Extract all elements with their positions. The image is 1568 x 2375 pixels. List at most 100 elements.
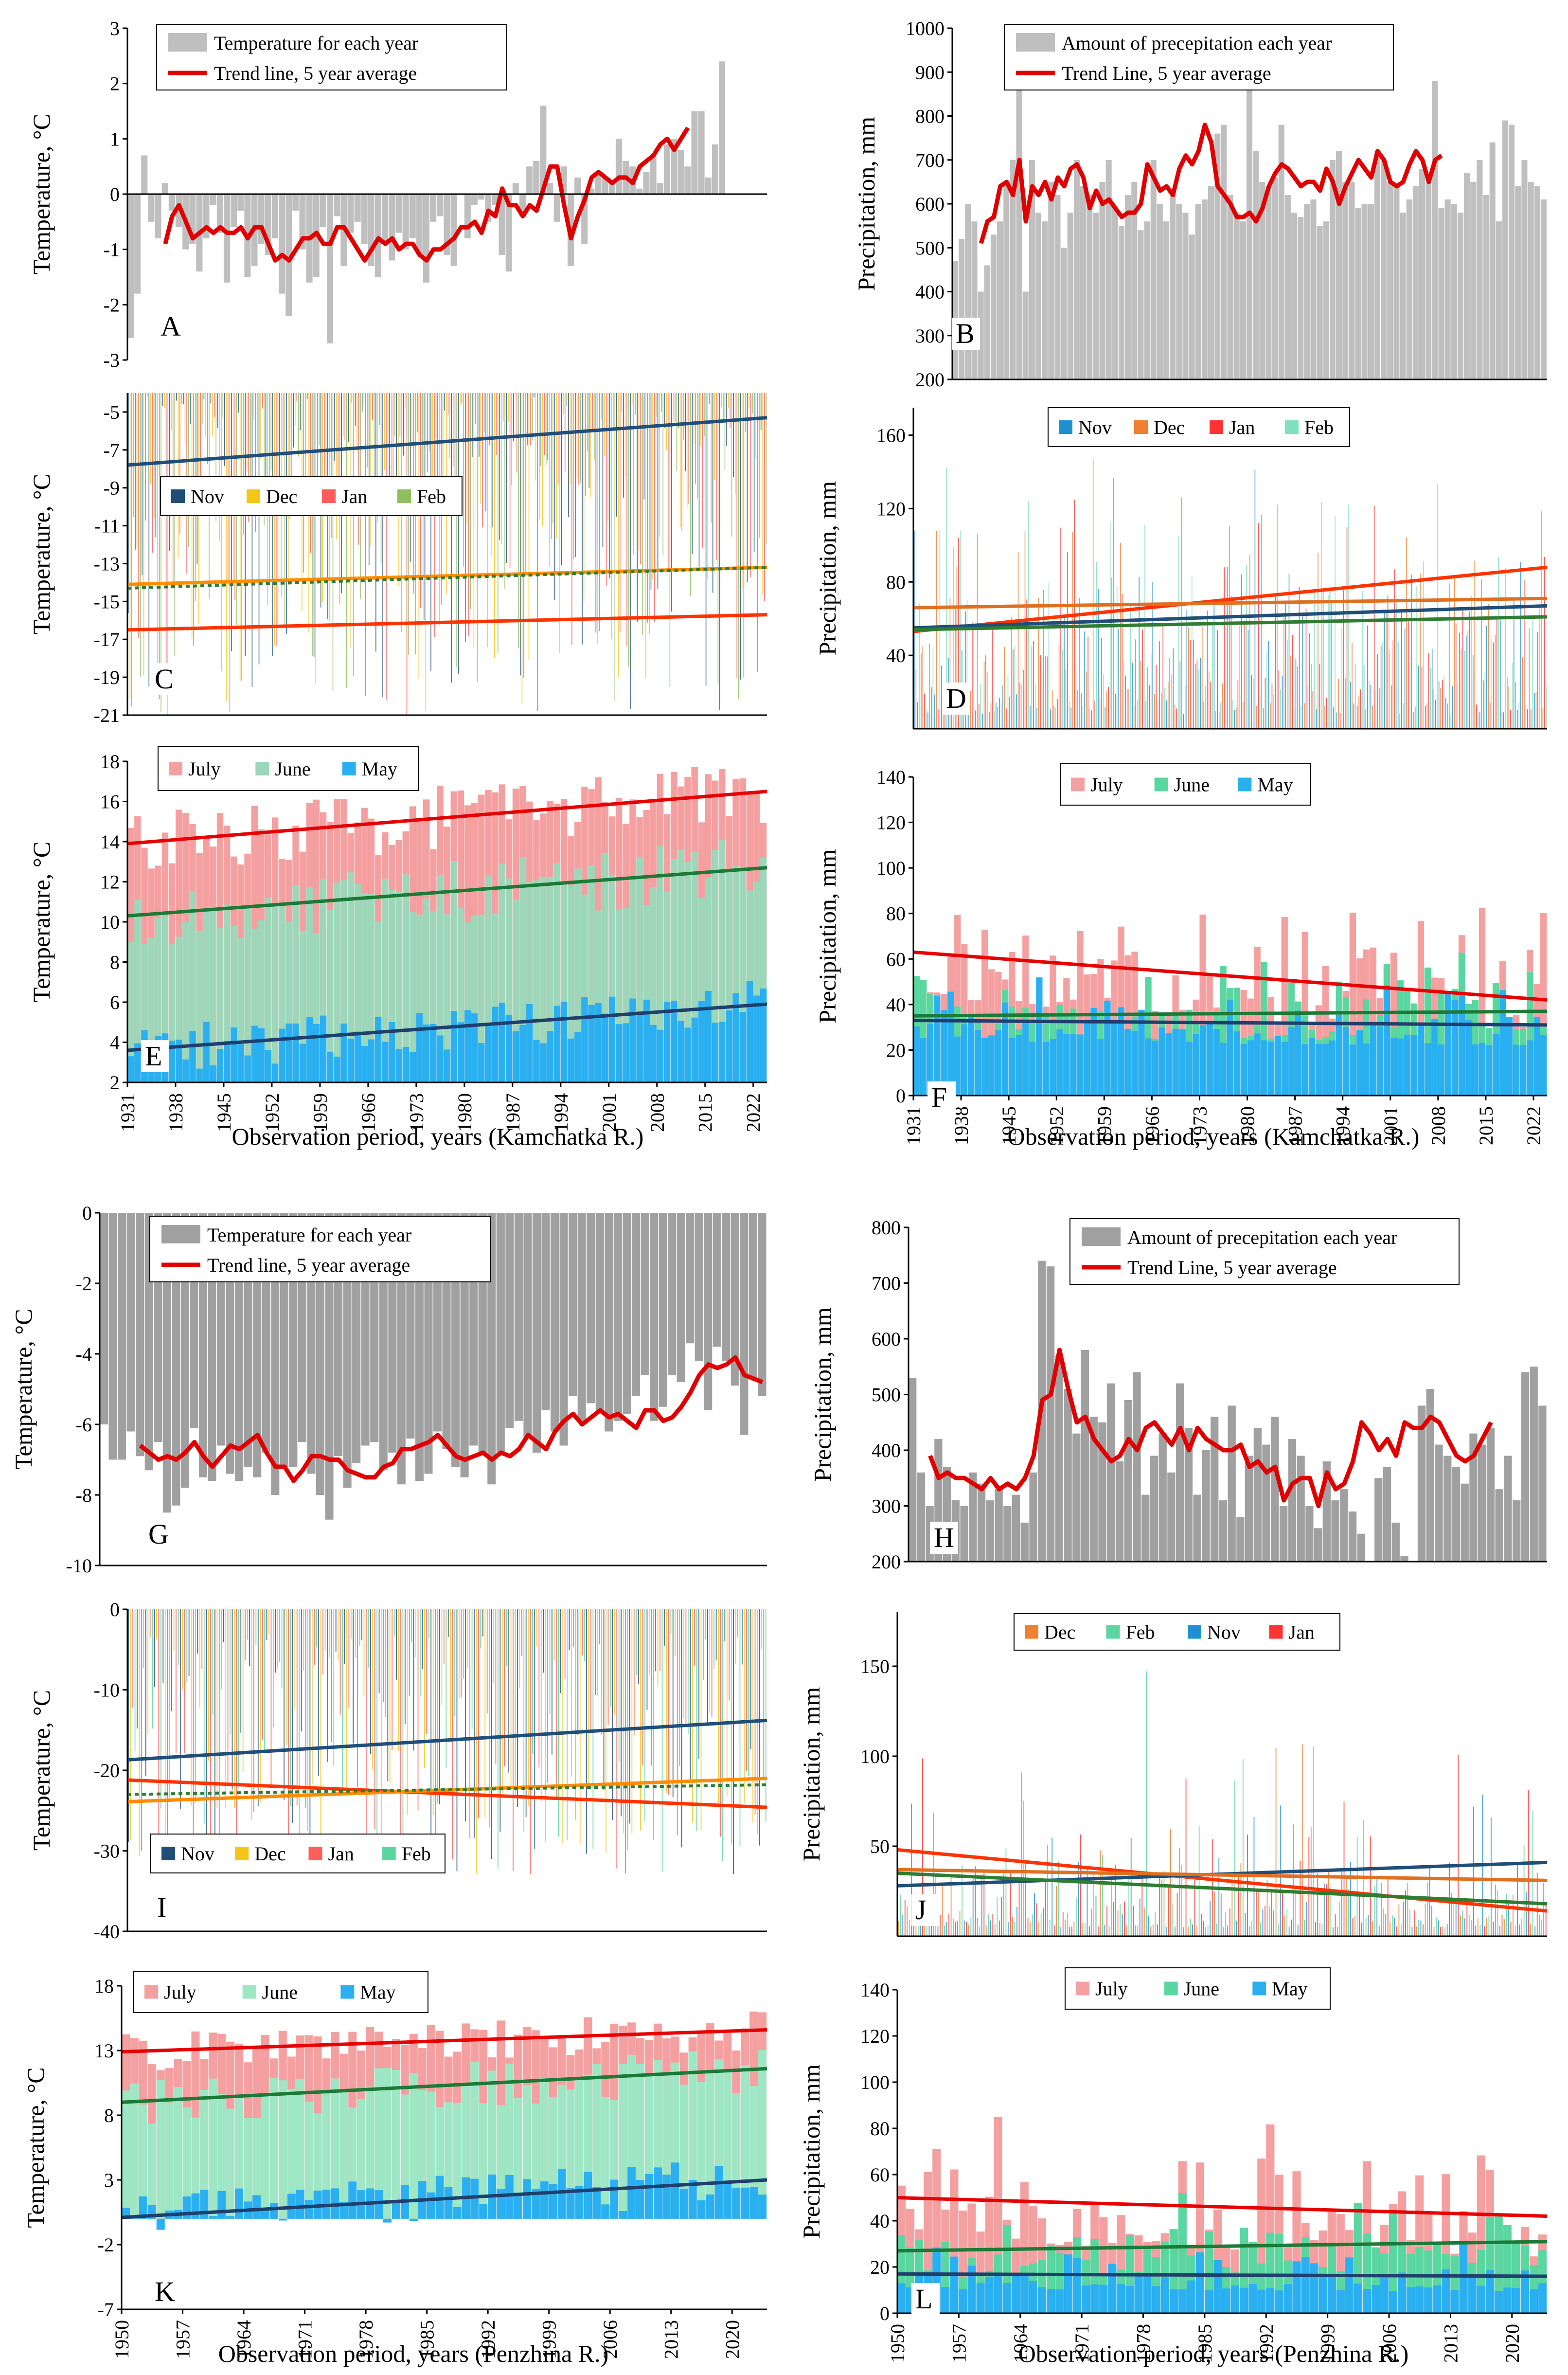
bar-C-dec-1962 — [342, 393, 344, 436]
bar-C-jan-1993 — [557, 393, 559, 484]
bar-D-feb-1956 — [1089, 708, 1090, 729]
bar-B-1938 — [997, 221, 1003, 379]
bar-C-nov-2000 — [602, 393, 604, 547]
bar-J-feb-2008 — [1409, 1909, 1410, 1936]
bar-I-nov-1986 — [439, 1609, 440, 1804]
bar-C-dec-1997 — [583, 393, 585, 602]
bar-A-1944 — [216, 194, 223, 233]
bar-D-nov-1944 — [1002, 685, 1003, 729]
bar-J-nov-1975 — [1122, 1914, 1123, 1936]
bar-D-dec-1989 — [1311, 664, 1312, 729]
bar-I-jan-2012 — [668, 1609, 669, 1795]
bar-D-jan-2012 — [1469, 611, 1470, 729]
bar-I-feb-1993 — [506, 1609, 507, 1666]
bar-D-jan-2004 — [1414, 706, 1416, 729]
bar-J-dec-1978 — [1143, 1907, 1145, 1936]
bar-D-nov-1956 — [1084, 631, 1085, 729]
bar-H-2019 — [1504, 1456, 1512, 1562]
trend-line-E-1 — [127, 866, 767, 918]
bar-C-jan-2006 — [647, 393, 648, 623]
bar-J-jan-1972 — [1098, 1926, 1099, 1936]
bar-D-feb-2005 — [1423, 561, 1424, 729]
x-tick-label-K: 2020 — [721, 2320, 743, 2359]
bar-C-dec-1933 — [143, 393, 144, 676]
y-tick-label-L: 60 — [870, 2164, 890, 2186]
bar-I-feb-1974 — [342, 1609, 343, 1792]
bar-I-jan-1993 — [504, 1609, 505, 1766]
y-tick-label-H: 300 — [872, 1495, 901, 1517]
bar-I-dec-2019 — [726, 1609, 728, 1797]
bar-I-jan-1957 — [193, 1609, 194, 1853]
bar-C-jan-2011 — [681, 393, 682, 531]
bar-K-june-1991 — [479, 2103, 488, 2219]
bar-C-dec-1989 — [528, 393, 530, 660]
bar-J-feb-1951 — [909, 1919, 910, 1936]
bar-F-may-1941 — [981, 1038, 988, 1096]
bar-A-1965 — [361, 194, 368, 244]
x-tick-label-K: 1985 — [416, 2320, 438, 2359]
bar-C-jan-1953 — [283, 393, 284, 456]
bar-D-feb-2002 — [1403, 702, 1404, 729]
bar-C-jan-2016 — [716, 393, 717, 560]
bar-D-feb-1940 — [980, 684, 981, 729]
bar-D-feb-2016 — [1498, 557, 1499, 729]
legend-swatch-I-feb — [382, 1847, 396, 1860]
bar-F-may-2009 — [1444, 993, 1452, 1096]
bar-J-feb-2002 — [1356, 1836, 1358, 1936]
bar-F-may-2011 — [1458, 994, 1465, 1096]
bar-D-nov-2022 — [1534, 693, 1535, 729]
bar-D-jan-1958 — [1101, 638, 1102, 729]
bar-E-may-1939 — [182, 1059, 189, 1082]
bar-C-feb-1984 — [498, 393, 499, 653]
bar-I-dec-1983 — [415, 1609, 416, 1657]
bar-I-jan-1996 — [530, 1609, 531, 1874]
y-tick-label-E: 14 — [100, 831, 120, 853]
bar-J-dec-1976 — [1126, 1925, 1127, 1936]
bar-B-1988 — [1317, 226, 1323, 379]
bar-D-jan-1997 — [1367, 625, 1368, 729]
bar-F-may-1974 — [1206, 1021, 1213, 1096]
bar-L-may-1997 — [1310, 2263, 1319, 2313]
bar-D-feb-1951 — [1055, 708, 1056, 729]
bar-J-feb-1984 — [1198, 1826, 1200, 1936]
bar-D-feb-2007 — [1437, 484, 1438, 729]
bar-E-may-2011 — [677, 1021, 684, 1082]
bar-J-nov-2005 — [1385, 1914, 1387, 1936]
bar-D-jan-1977 — [1230, 596, 1232, 729]
bar-I-feb-1992 — [498, 1609, 499, 1869]
bar-J-feb-1988 — [1233, 1781, 1235, 1936]
bar-I-nov-1983 — [413, 1609, 414, 1751]
bar-C-dec-2004 — [631, 393, 633, 405]
bar-F-may-1940 — [975, 1030, 981, 1096]
bar-I-nov-1969 — [292, 1609, 293, 1823]
bar-I-dec-2001 — [571, 1609, 572, 1777]
bar-D-jan-2014 — [1482, 680, 1484, 729]
bar-I-jan-1988 — [461, 1609, 462, 1698]
bar-E-may-1981 — [471, 1013, 478, 1082]
bar-H-1995 — [1297, 1456, 1305, 1562]
bar-C-jan-1952 — [276, 393, 277, 647]
bar-C-jan-1958 — [317, 393, 318, 491]
bar-J-nov-1956 — [955, 1922, 956, 1936]
bar-E-may-2017 — [719, 1022, 726, 1082]
bar-L-may-1991 — [1257, 2289, 1266, 2313]
bar-B-2010 — [1457, 213, 1463, 379]
bar-C-feb-2021 — [752, 393, 753, 414]
legend-swatch-I-dec — [235, 1847, 249, 1860]
bar-J-dec-1981 — [1170, 1828, 1171, 1936]
bar-I-feb-1951 — [143, 1609, 144, 1668]
bar-J-jan-1973 — [1106, 1906, 1107, 1936]
bar-D-dec-2008 — [1440, 688, 1441, 729]
y-tick-label-E: 10 — [100, 911, 120, 933]
legend-swatch-J-dec — [1025, 1625, 1038, 1639]
bar-D-nov-1947 — [1023, 669, 1024, 729]
bar-I-feb-2021 — [748, 1609, 749, 1776]
bar-K-may-2019 — [723, 2180, 732, 2219]
bar-J-dec-2013 — [1451, 1892, 1452, 1936]
bar-K-june-1950 — [122, 2090, 130, 2219]
bar-I-jan-1961 — [227, 1609, 229, 1786]
bar-J-jan-1995 — [1300, 1860, 1301, 1936]
legend-label-K-may: May — [360, 1981, 395, 2003]
bar-J-jan-1987 — [1229, 1908, 1230, 1936]
